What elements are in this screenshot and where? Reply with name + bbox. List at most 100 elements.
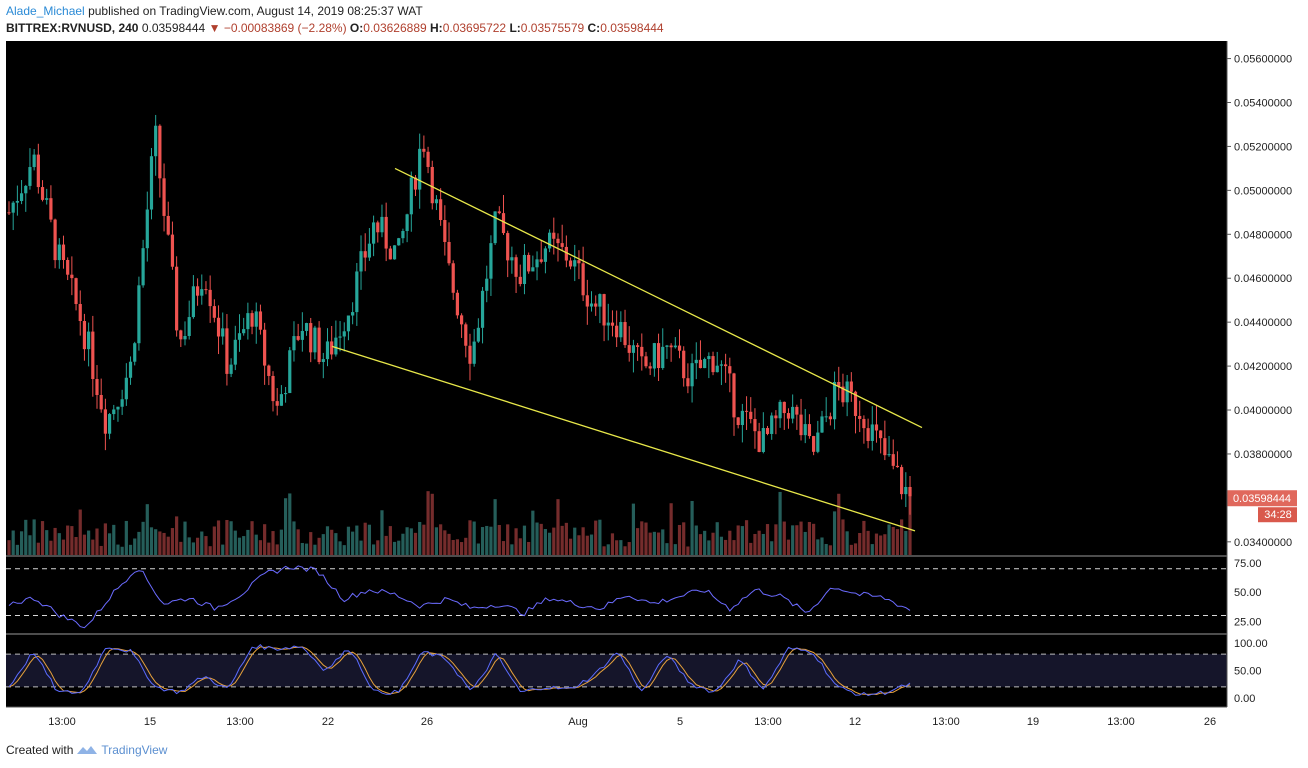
- volume-bar: [367, 524, 371, 555]
- volume-bar: [849, 544, 853, 555]
- candle-body: [221, 328, 225, 337]
- time-tick-label: Aug: [568, 716, 588, 728]
- candle-body: [472, 341, 476, 364]
- volume-bar: [233, 530, 237, 555]
- candle-body: [162, 178, 166, 216]
- candle-body: [891, 454, 895, 466]
- time-tick-label: 13:00: [1107, 716, 1135, 728]
- volume-bar: [472, 521, 476, 555]
- candle-body: [413, 177, 418, 190]
- stoch-tick-label: 0.00: [1234, 693, 1255, 705]
- candle-body: [158, 125, 162, 179]
- candle-body: [874, 424, 879, 431]
- candle-body: [11, 202, 15, 213]
- volume-bar: [669, 503, 673, 555]
- volume-bar: [430, 493, 434, 555]
- volume-bar: [564, 522, 568, 555]
- candle-body: [527, 254, 531, 272]
- volume-bar: [288, 493, 292, 555]
- volume-bar: [24, 519, 28, 555]
- time-tick-label: 5: [677, 716, 683, 728]
- rsi-pane[interactable]: [6, 565, 1227, 629]
- price-tick-label: 0.04600000: [1234, 273, 1292, 285]
- volume-bar: [522, 525, 527, 555]
- volume-bar: [820, 537, 824, 555]
- candle-body: [493, 211, 497, 244]
- volume-bar: [895, 529, 900, 555]
- candle-body: [589, 303, 594, 307]
- volume-bar: [770, 541, 774, 555]
- candle-body: [682, 350, 686, 379]
- time-tick-label: 12: [849, 716, 861, 728]
- candle-body: [619, 322, 623, 338]
- volume-bar: [451, 539, 455, 555]
- volume-bar: [175, 516, 179, 555]
- volume-bar: [908, 496, 912, 555]
- candle-body: [170, 234, 175, 267]
- candle-body: [489, 243, 493, 279]
- volume-bar: [11, 530, 15, 555]
- candle-body: [510, 257, 514, 261]
- candle-body: [116, 406, 120, 410]
- volume-bar: [28, 535, 32, 555]
- candle-body: [208, 289, 212, 307]
- candle-body: [141, 248, 145, 286]
- candle-body: [703, 359, 707, 369]
- candle-body: [91, 331, 95, 380]
- volume-bar: [627, 542, 631, 555]
- volume-bar: [40, 521, 45, 555]
- price-pane[interactable]: [7, 114, 923, 555]
- candle-body: [518, 276, 522, 285]
- volume-bar: [807, 521, 812, 555]
- rsi-line: [8, 565, 911, 629]
- candle-body: [338, 336, 342, 338]
- volume-bar: [459, 542, 464, 555]
- last-price: 0.03598444: [141, 21, 206, 35]
- volume-bar: [128, 544, 133, 555]
- candle-body: [552, 232, 556, 239]
- volume-bar: [799, 521, 803, 555]
- volume-bar: [736, 525, 740, 555]
- volume-bar: [581, 527, 585, 555]
- volume-bar: [191, 542, 195, 555]
- candle-body: [397, 238, 401, 246]
- volume-bar: [577, 535, 581, 555]
- candle-body: [908, 486, 912, 497]
- volume-bar: [325, 526, 330, 555]
- candle-body: [7, 212, 11, 214]
- volume-bar: [397, 540, 401, 555]
- candle-body: [99, 394, 103, 410]
- candle-body: [652, 343, 656, 369]
- candle-body: [694, 359, 698, 364]
- volume-bar: [137, 531, 141, 555]
- chart-area[interactable]: 0.03598444 34:28 0.05600000 0.05400000 0.052…: [0, 40, 1308, 737]
- author-link[interactable]: Alade_Michael: [6, 4, 85, 18]
- volume-bar: [501, 541, 506, 555]
- volume-bar: [816, 539, 820, 555]
- volume-bar: [744, 520, 749, 555]
- volume-bar: [464, 537, 468, 555]
- volume-bar: [162, 532, 166, 555]
- candle-body: [216, 317, 221, 337]
- candle-body: [124, 377, 128, 400]
- candle-body: [195, 286, 200, 296]
- stochastic-pane[interactable]: [6, 643, 1227, 697]
- candle-body: [103, 409, 107, 434]
- candle-body: [225, 328, 229, 374]
- volume-bar: [78, 509, 82, 555]
- close-label: C:: [587, 21, 601, 35]
- candle-body: [388, 248, 392, 260]
- candle-body: [539, 259, 543, 262]
- candle-body: [883, 438, 887, 456]
- candle-body: [640, 346, 644, 357]
- candle-body: [313, 327, 317, 353]
- volume-bar: [254, 534, 258, 555]
- volume-bar: [870, 544, 874, 555]
- candle-body: [744, 410, 749, 412]
- volume-bar: [170, 528, 175, 555]
- candle-body: [736, 417, 740, 426]
- high-label: H:: [430, 21, 443, 35]
- candle-body: [598, 294, 602, 307]
- tradingview-link[interactable]: TradingView: [101, 743, 168, 757]
- candle-body: [309, 323, 313, 353]
